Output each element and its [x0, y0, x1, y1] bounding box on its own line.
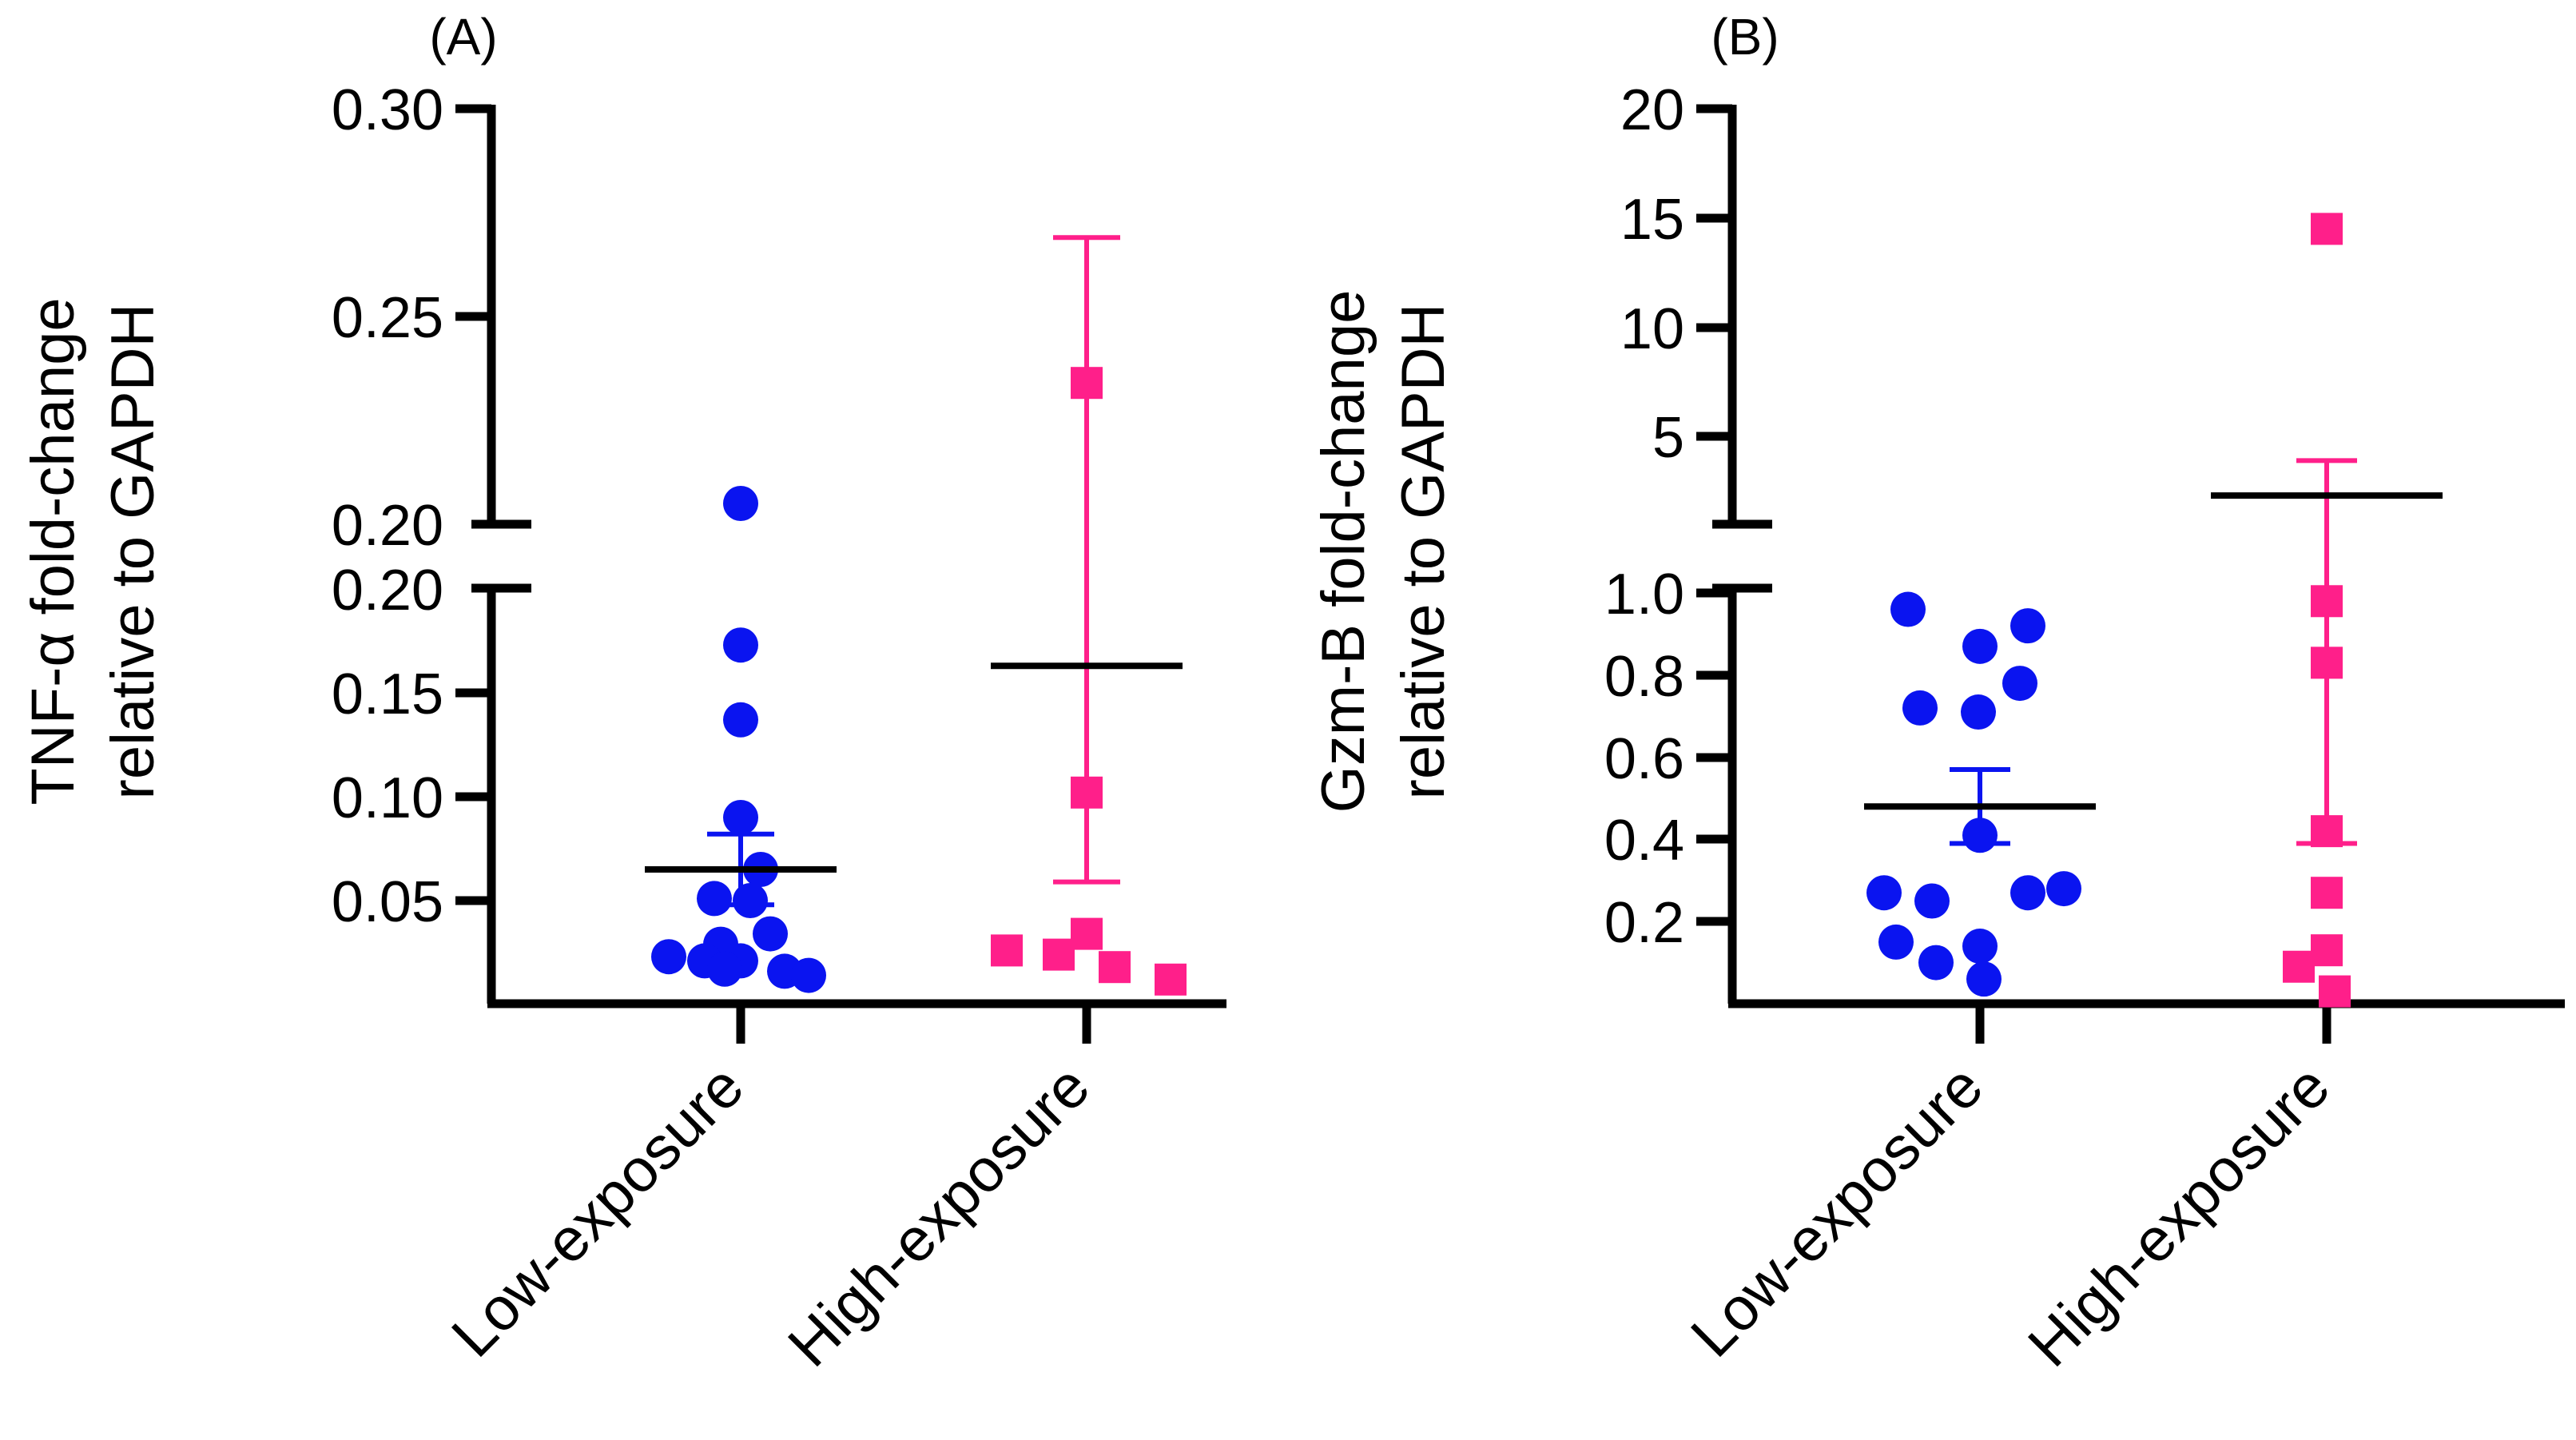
panel-a-low-point — [723, 486, 758, 521]
panel-b-ytick-label: 10 — [1620, 297, 1684, 361]
panel-a-ylabel-line2: relative to GAPDH — [99, 304, 167, 800]
panel-b-low-point — [2010, 608, 2045, 644]
panel-b-label: (B) — [1711, 8, 1779, 66]
panel-b-ytick-label: 20 — [1620, 78, 1684, 142]
panel-b-ytick-label: 0.8 — [1604, 645, 1684, 709]
panel-b-low-point — [1918, 945, 1954, 981]
panel-b-ytick-label: 0.4 — [1604, 809, 1684, 873]
panel-b-category-low: Low-exposure — [1678, 1052, 1996, 1370]
panel-a-low-point — [723, 627, 758, 663]
panel-a-low-point — [753, 916, 788, 952]
panel-b-high-point — [2311, 815, 2343, 848]
panel-a-low-point — [723, 800, 758, 835]
panel-a-ytick-label: 0.30 — [332, 78, 443, 142]
panel-b-high-point — [2319, 975, 2351, 1008]
panel-a-high-point — [1071, 367, 1103, 400]
panel-a-high-point — [991, 934, 1023, 967]
panel-b-low-point — [1866, 875, 1902, 911]
panel-a-marks — [645, 235, 1187, 996]
panel-a-ytick-label: 0.25 — [332, 286, 443, 350]
panel-b-ylabel-line2: relative to GAPDH — [1389, 304, 1457, 800]
panel-a-high-point — [1155, 963, 1187, 996]
panel-a-ytick-label: 0.15 — [332, 662, 443, 726]
panel-b-high-point — [2283, 950, 2315, 983]
panel-a-ytick-label: 0.20 — [332, 494, 443, 558]
panel-a-ytick-label: 0.05 — [332, 870, 443, 934]
panel-a-ytick-label: 0.10 — [332, 766, 443, 830]
panel-b-high-point — [2311, 646, 2343, 679]
panel-a-high-point — [1071, 917, 1103, 950]
panel-b-high-point — [2311, 213, 2343, 245]
panel-b-ytick-label: 0.2 — [1604, 891, 1684, 955]
panel-a-low-point — [651, 939, 686, 975]
panel-b-category-high: High-exposure — [2015, 1052, 2343, 1380]
panel-b-low-point — [1914, 883, 1950, 919]
panel-a-high-point — [1071, 776, 1103, 809]
panel-b-ytick-label: 0.6 — [1604, 727, 1684, 791]
panel-a-low-point — [733, 883, 768, 918]
panel-b-low-point — [1962, 929, 1998, 965]
panel-a-low-point — [707, 951, 742, 987]
panel-b-low-point — [1966, 961, 2002, 997]
panel-b-low-point — [1890, 591, 1926, 627]
panel-b-high-point — [2311, 934, 2343, 967]
panel-a-category-high: High-exposure — [775, 1052, 1103, 1380]
panel-b-low-point — [2046, 871, 2081, 907]
panel-b-low-point — [1878, 924, 1914, 960]
panel-a-ylabel-line1: TNF-α fold-change — [19, 297, 87, 805]
panel-a-high-point — [1099, 951, 1131, 984]
panel-a-category-low: Low-exposure — [439, 1052, 757, 1370]
panel-b-low-point — [1962, 817, 1998, 853]
panel-b-high-point — [2311, 877, 2343, 909]
panel-b-marks — [1864, 213, 2443, 1008]
panel-a-label: (A) — [429, 8, 497, 66]
panel-a-low-point — [723, 702, 758, 738]
panel-b-ytick-label: 1.0 — [1604, 563, 1684, 627]
panel-a-ytick-label: 0.20 — [332, 559, 443, 623]
panel-a: (A) TNF-α fold-change relative to GAPDH … — [19, 8, 1226, 1380]
panel-a-high-point — [1043, 938, 1075, 971]
panel-b-low-point — [1962, 628, 1998, 664]
panel-b-ylabel-line1: Gzm-B fold-change — [1310, 290, 1377, 813]
panel-b-ytick-label: 5 — [1652, 406, 1684, 470]
panel-b-low-point — [2002, 666, 2037, 702]
panel-b-low-point — [1902, 690, 1938, 726]
panel-a-low-point — [791, 957, 826, 993]
panel-b-ytick-label: 15 — [1620, 188, 1684, 252]
panel-b-high-point — [2311, 585, 2343, 618]
panel-a-low-point — [697, 881, 732, 917]
panel-b: (B) Gzm-B fold-change relative to GAPDH … — [1310, 8, 2565, 1380]
panel-b-low-point — [1961, 694, 1996, 730]
panel-b-low-point — [2010, 875, 2045, 911]
